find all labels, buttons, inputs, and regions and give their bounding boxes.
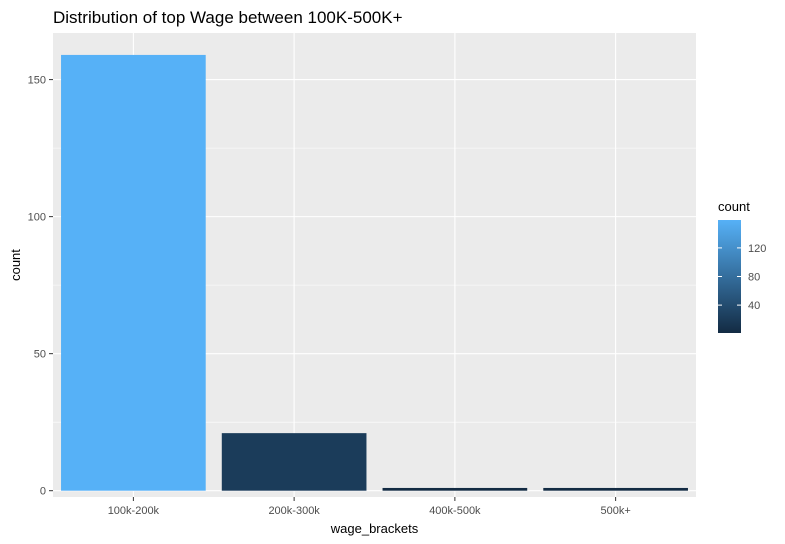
bar: [382, 487, 528, 491]
y-tick-label: 50: [34, 349, 46, 361]
y-axis: 0 50 100 150: [28, 75, 53, 498]
legend-title: count: [718, 199, 750, 214]
x-axis-title: wage_brackets: [330, 521, 419, 536]
bar: [543, 487, 688, 491]
chart-title: Distribution of top Wage between 100K-50…: [53, 8, 403, 27]
bar: [61, 54, 206, 491]
y-tick-label: 150: [28, 75, 46, 87]
color-legend: count 40 80 120: [718, 199, 766, 333]
legend-tick-label: 120: [748, 243, 766, 255]
y-tick-label: 100: [28, 212, 46, 224]
legend-tick-label: 80: [748, 272, 760, 284]
legend-colorbar: [718, 220, 741, 333]
x-axis: 100k-200k 200k-300k 400k-500k 500k+: [108, 497, 631, 517]
x-tick-label: 500k+: [600, 505, 630, 517]
bars: [61, 54, 688, 491]
y-tick-label: 0: [40, 486, 46, 498]
x-tick-label: 100k-200k: [108, 505, 160, 517]
bar: [221, 433, 367, 491]
x-tick-label: 200k-300k: [268, 505, 320, 517]
legend-tick-label: 40: [748, 300, 760, 312]
y-axis-title: count: [8, 249, 23, 281]
x-tick-label: 400k-500k: [429, 505, 481, 517]
